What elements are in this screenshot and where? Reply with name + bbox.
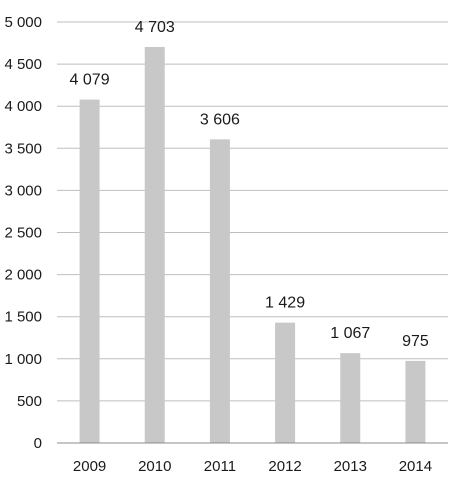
data-label-2014: 975 [402, 333, 429, 350]
y-tick-label: 5 000 [4, 14, 42, 31]
x-tick-label: 2010 [138, 458, 171, 475]
y-tick-label: 1 000 [4, 351, 42, 368]
y-tick-label: 500 [17, 393, 42, 410]
bar-2014 [405, 360, 426, 443]
y-tick-label: 4 000 [4, 98, 42, 115]
data-label-2012: 1 429 [265, 295, 305, 312]
data-label-2010: 4 703 [135, 19, 175, 36]
y-tick-label: 2 500 [4, 225, 42, 242]
bar-2009 [79, 99, 100, 443]
x-tick-label: 2012 [268, 458, 301, 475]
y-tick-label: 3 500 [4, 140, 42, 157]
x-tick-label: 2009 [73, 458, 106, 475]
data-label-2011: 3 606 [200, 111, 240, 128]
data-label-2009: 4 079 [70, 72, 110, 89]
x-tick-label: 2011 [204, 458, 236, 475]
bar-2013 [340, 353, 361, 443]
data-labels: 4 079 4 703 3 606 1 429 1 067 975 [70, 19, 429, 350]
y-tick-label: 2 000 [4, 267, 42, 284]
bar-2010 [144, 47, 165, 444]
y-tick-label: 0 [34, 435, 42, 452]
bar-2011 [209, 139, 230, 443]
x-axis-tick-labels: 2009 2010 2011 2012 2013 2014 [73, 458, 432, 475]
y-tick-label: 4 500 [4, 56, 42, 73]
bars [79, 47, 426, 444]
y-tick-label: 1 500 [4, 309, 42, 326]
data-label-2013: 1 067 [330, 325, 370, 342]
x-tick-label: 2014 [399, 458, 432, 475]
bar-2012 [275, 322, 296, 443]
x-tick-label: 2013 [334, 458, 367, 475]
grid-lines [57, 21, 448, 402]
y-axis-tick-labels: 0 500 1 000 1 500 2 000 2 500 3 000 3 500 4 000 4… [4, 14, 42, 452]
y-tick-label: 3 000 [4, 182, 42, 199]
